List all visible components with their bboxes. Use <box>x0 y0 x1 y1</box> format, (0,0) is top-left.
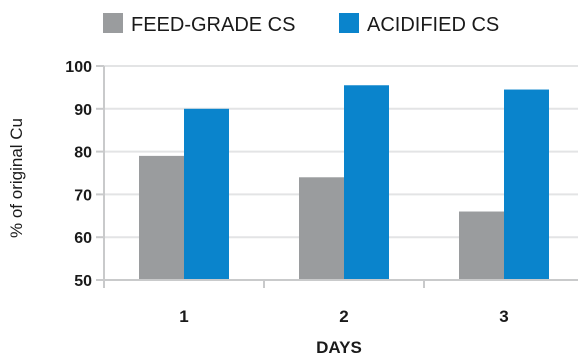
bar-acidified-day-2 <box>344 85 389 280</box>
y-tick-label: 50 <box>74 273 92 290</box>
bar-acidified-day-3 <box>504 89 549 280</box>
legend: FEED-GRADE CS ACIDIFIED CS <box>103 13 499 36</box>
y-axis-title: % of original Cu <box>7 118 26 238</box>
y-tick-label: 60 <box>74 230 92 247</box>
axes <box>96 65 578 288</box>
bars <box>139 85 549 280</box>
y-tick-label: 100 <box>65 59 92 76</box>
x-axis-title: DAYS <box>316 338 362 357</box>
x-tick-label: 3 <box>499 307 508 326</box>
x-tick-label: 1 <box>179 307 188 326</box>
x-tick-labels: 1 2 3 <box>179 307 508 326</box>
y-tick-label: 80 <box>74 145 92 162</box>
legend-swatch-feed-grade <box>103 13 123 33</box>
x-tick-label: 2 <box>339 307 348 326</box>
y-tick-label: 90 <box>74 102 92 119</box>
legend-label-acidified: ACIDIFIED CS <box>367 14 499 36</box>
bar-acidified-day-1 <box>184 108 229 280</box>
y-tick-label: 70 <box>74 187 92 204</box>
legend-label-feed-grade: FEED-GRADE CS <box>131 14 295 36</box>
bar-feed-grade-day-2 <box>299 177 344 280</box>
bar-feed-grade-day-3 <box>459 211 504 280</box>
legend-item-acidified: ACIDIFIED CS <box>339 13 499 36</box>
y-tick-labels: 50 60 70 80 90 100 <box>65 59 92 290</box>
legend-swatch-acidified <box>339 13 359 33</box>
legend-item-feed-grade: FEED-GRADE CS <box>103 13 295 36</box>
bar-feed-grade-day-1 <box>139 155 184 280</box>
